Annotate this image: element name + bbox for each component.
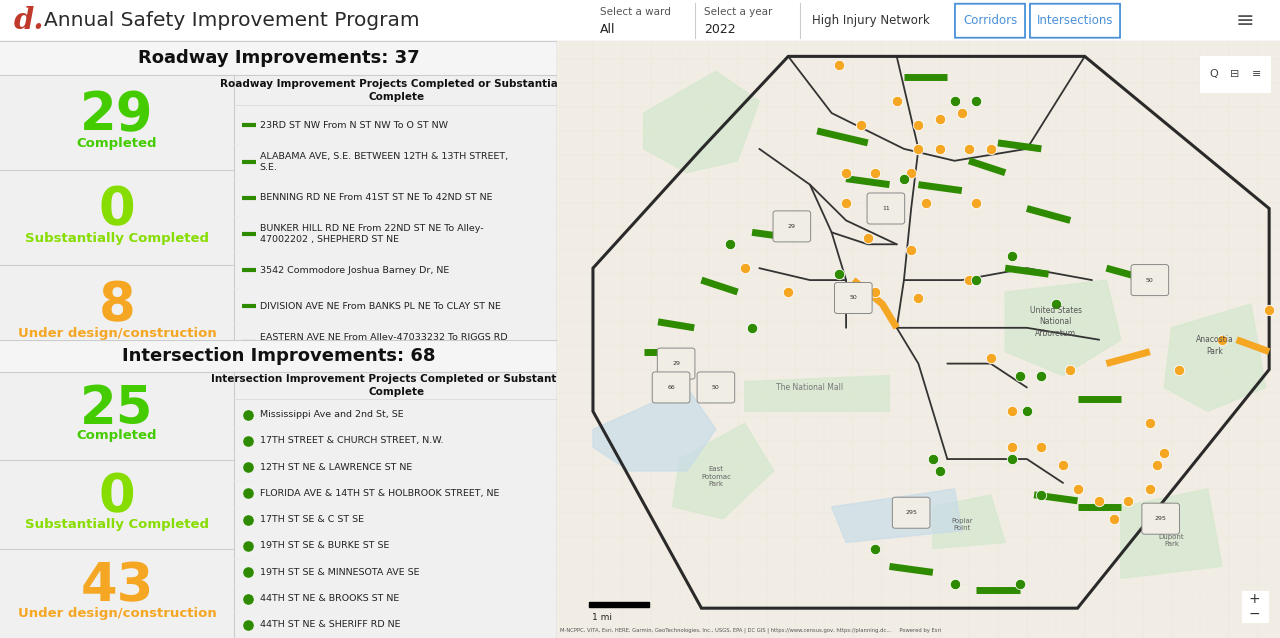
Text: East
Potomac
Park: East Potomac Park <box>701 466 731 487</box>
Text: FLORIDA AVE & 14TH ST & HOLBROOK STREET, NE: FLORIDA AVE & 14TH ST & HOLBROOK STREET,… <box>260 489 499 498</box>
Text: BUNKER HILL RD NE From 22ND ST NE To Alley-
47002202 , SHEPHERD ST NE: BUNKER HILL RD NE From 22ND ST NE To All… <box>260 224 484 244</box>
FancyBboxPatch shape <box>653 372 690 403</box>
Text: High Injury Network: High Injury Network <box>812 14 929 27</box>
Text: 295: 295 <box>905 510 916 516</box>
FancyBboxPatch shape <box>955 4 1025 38</box>
Text: d.: d. <box>14 6 45 35</box>
Text: Corridors: Corridors <box>963 14 1018 27</box>
FancyBboxPatch shape <box>867 193 905 224</box>
Text: ALABAMA AVE, S.E. BETWEEN 12TH & 13TH STREET,
S.E.: ALABAMA AVE, S.E. BETWEEN 12TH & 13TH ST… <box>260 152 508 172</box>
FancyBboxPatch shape <box>1030 4 1120 38</box>
Text: 23RD ST NW From N ST NW To O ST NW: 23RD ST NW From N ST NW To O ST NW <box>260 121 448 130</box>
Text: Substantially Completed: Substantially Completed <box>24 232 209 246</box>
Text: 50: 50 <box>1146 278 1153 283</box>
Text: Select a year: Select a year <box>704 6 772 17</box>
Text: 29: 29 <box>672 361 680 366</box>
Polygon shape <box>1121 489 1222 578</box>
Bar <box>1244 56 1270 92</box>
Text: 19TH ST SE & BURKE ST SE: 19TH ST SE & BURKE ST SE <box>260 542 389 551</box>
Text: ≡: ≡ <box>1252 70 1262 79</box>
Text: 50: 50 <box>712 385 719 390</box>
Polygon shape <box>1005 280 1121 376</box>
Text: Completed: Completed <box>77 429 157 442</box>
Text: 0: 0 <box>99 184 136 237</box>
Text: M-NCPPC, VITA, Esri, HERE, Garmin, GeoTechnologies, Inc., USGS, EPA | DC GIS | h: M-NCPPC, VITA, Esri, HERE, Garmin, GeoTe… <box>561 628 942 634</box>
Text: Intersections: Intersections <box>1037 14 1114 27</box>
Text: 295: 295 <box>1155 516 1166 521</box>
Text: Annual Safety Improvement Program: Annual Safety Improvement Program <box>44 11 420 30</box>
Text: 12TH ST NE & LAWRENCE ST NE: 12TH ST NE & LAWRENCE ST NE <box>260 463 412 471</box>
Text: +: + <box>1249 592 1261 606</box>
Text: 2022: 2022 <box>704 24 736 36</box>
Polygon shape <box>644 71 759 173</box>
Text: 29: 29 <box>787 224 796 229</box>
Text: United States
National
Arboretum: United States National Arboretum <box>1030 306 1082 338</box>
Bar <box>1242 591 1267 607</box>
Text: Under design/construction: Under design/construction <box>18 607 216 619</box>
Text: 43: 43 <box>81 561 154 612</box>
Text: Intersection Improvement Projects Completed or Substantially
Complete: Intersection Improvement Projects Comple… <box>211 375 581 397</box>
Text: Anacostia
Park: Anacostia Park <box>1196 336 1234 356</box>
Text: Substantially Completed: Substantially Completed <box>24 518 209 531</box>
Text: All: All <box>600 24 616 36</box>
Polygon shape <box>745 376 890 412</box>
FancyBboxPatch shape <box>773 211 810 242</box>
Text: DIVISION AVE NE From BANKS PL NE To CLAY ST NE: DIVISION AVE NE From BANKS PL NE To CLAY… <box>260 302 500 311</box>
Text: 11: 11 <box>882 206 890 211</box>
Polygon shape <box>933 495 1005 549</box>
Text: 29: 29 <box>81 89 154 142</box>
FancyBboxPatch shape <box>835 283 872 313</box>
Text: ⊟: ⊟ <box>1230 70 1240 79</box>
Polygon shape <box>1165 304 1266 412</box>
FancyBboxPatch shape <box>1142 503 1179 534</box>
Text: Q: Q <box>1210 70 1217 79</box>
Text: 17TH ST SE & C ST SE: 17TH ST SE & C ST SE <box>260 516 364 524</box>
Text: Mississippi Ave and 2nd St, SE: Mississippi Ave and 2nd St, SE <box>260 410 403 419</box>
Text: 19TH ST SE & MINNESOTA AVE SE: 19TH ST SE & MINNESOTA AVE SE <box>260 568 420 577</box>
FancyBboxPatch shape <box>658 348 695 379</box>
Text: Intersection Improvements: 68: Intersection Improvements: 68 <box>122 346 435 365</box>
Text: −: − <box>1249 607 1261 621</box>
Text: BENNING RD NE From 41ST ST NE To 42ND ST NE: BENNING RD NE From 41ST ST NE To 42ND ST… <box>260 193 493 202</box>
Text: Roadway Improvement Projects Completed or Substantially
Complete: Roadway Improvement Projects Completed o… <box>220 79 572 101</box>
Bar <box>589 602 649 607</box>
Text: 44TH ST NE & SHERIFF RD NE: 44TH ST NE & SHERIFF RD NE <box>260 620 401 629</box>
FancyBboxPatch shape <box>698 372 735 403</box>
Text: Under design/construction: Under design/construction <box>18 327 216 340</box>
Text: ≡: ≡ <box>1235 11 1254 31</box>
Bar <box>0 41 557 75</box>
Text: 0: 0 <box>99 471 136 524</box>
Text: EASTERN AVE NE From Alley-47033232 To RIGGS RD
NE: EASTERN AVE NE From Alley-47033232 To RI… <box>260 332 507 352</box>
Text: Select a ward: Select a ward <box>600 6 671 17</box>
Text: The National Mall: The National Mall <box>777 383 844 392</box>
Bar <box>1222 56 1248 92</box>
Text: Completed: Completed <box>77 137 157 151</box>
FancyBboxPatch shape <box>1132 265 1169 295</box>
Text: 44TH ST NE & BROOKS ST NE: 44TH ST NE & BROOKS ST NE <box>260 594 399 603</box>
Text: 8: 8 <box>99 279 136 331</box>
Text: 17TH STREET & CHURCH STREET, N.W.: 17TH STREET & CHURCH STREET, N.W. <box>260 436 443 445</box>
Text: Poplar
Point: Poplar Point <box>951 518 973 531</box>
Text: 50: 50 <box>850 295 858 300</box>
Text: 25: 25 <box>81 383 154 435</box>
Text: 66: 66 <box>667 385 675 390</box>
Text: Fort
Dupont
Park: Fort Dupont Park <box>1158 526 1184 547</box>
Text: 3542 Commodore Joshua Barney Dr, NE: 3542 Commodore Joshua Barney Dr, NE <box>260 265 449 274</box>
Polygon shape <box>832 489 961 542</box>
FancyBboxPatch shape <box>892 497 931 528</box>
Polygon shape <box>593 387 716 471</box>
Polygon shape <box>672 423 773 519</box>
Bar <box>1201 56 1226 92</box>
Bar <box>1242 606 1267 622</box>
Text: Roadway Improvements: 37: Roadway Improvements: 37 <box>137 50 420 68</box>
Bar <box>0 339 557 371</box>
Text: 1 mi: 1 mi <box>591 613 612 622</box>
